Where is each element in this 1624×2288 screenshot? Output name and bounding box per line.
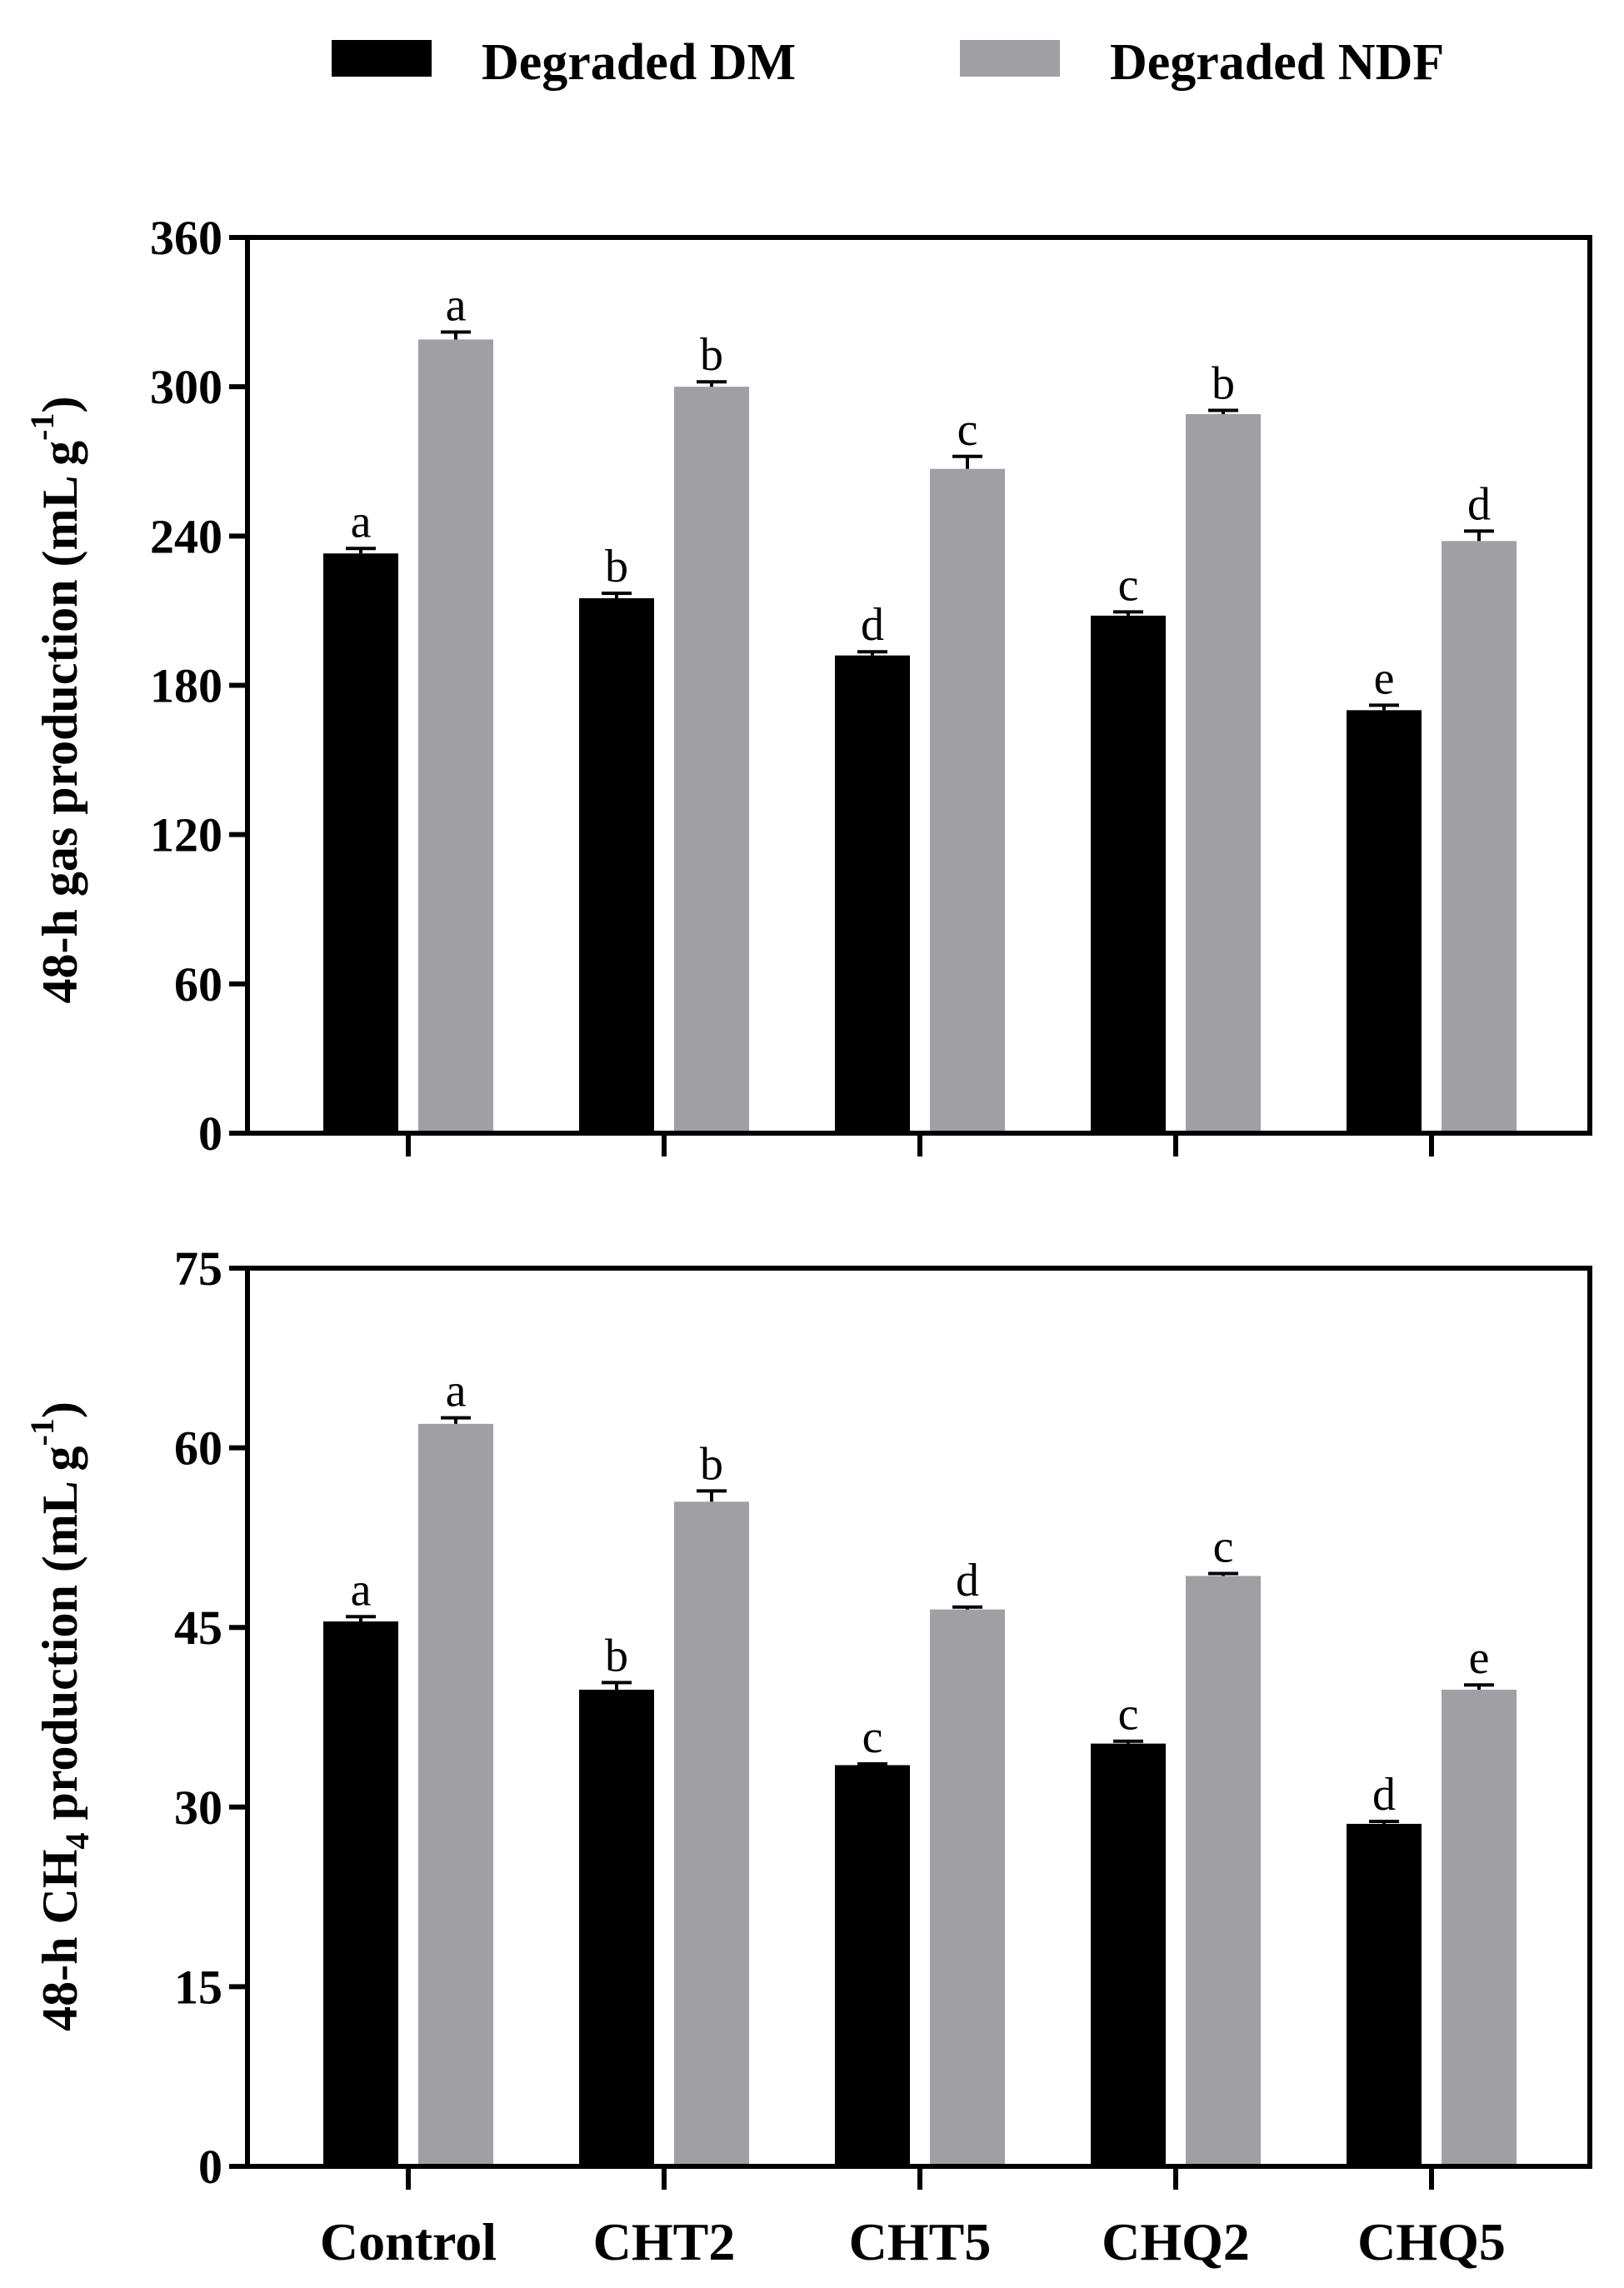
gas-y-tick-label-300: 300 xyxy=(150,360,222,414)
ch4-y-axis-label-main: 48-h CH xyxy=(32,1849,87,2031)
gas-bar-ndf-chq5 xyxy=(1442,541,1517,1133)
ch4-x-tick-label-cht5: CHT5 xyxy=(849,2212,992,2271)
gas-y-axis-label-close: ) xyxy=(32,397,87,413)
gas-y-tick-label-180: 180 xyxy=(150,659,222,713)
ch4-bar-ndf-control xyxy=(418,1423,493,2166)
ch4-significance-letter-0-4: d xyxy=(1372,1769,1396,1821)
ch4-y-tick-label-60: 60 xyxy=(174,1421,222,1476)
ch4-significance-letter-1-4: e xyxy=(1469,1632,1490,1684)
gas-y-tick-label-240: 240 xyxy=(150,509,222,563)
gas-bar-ndf-chq2 xyxy=(1186,414,1261,1133)
gas-y-tick-label-360: 360 xyxy=(150,211,222,265)
gas-y-tick-label-60: 60 xyxy=(174,957,222,1012)
legend-swatch-dm xyxy=(332,40,432,77)
ch4-x-tick-label-control: Control xyxy=(320,2212,497,2271)
ch4-y-tick-label-15: 15 xyxy=(174,1960,222,2014)
ch4-bar-dm-chq5 xyxy=(1347,1823,1422,2166)
ch4-y-tick-label-45: 45 xyxy=(174,1601,222,1655)
ch4-y-axis-label-mid: production (mL g xyxy=(32,1446,87,1832)
gas-bar-dm-chq5 xyxy=(1347,710,1422,1133)
gas-significance-letter-1-4: d xyxy=(1467,478,1491,530)
ch4-production-chart: a b c c d a b d c e 0 15 30 45 60 75 Control CHT2 CHT5 CHQ2… xyxy=(174,1241,1592,2271)
ch4-bar-ndf-chq5 xyxy=(1442,1689,1517,2166)
gas-y-tick-label-120: 120 xyxy=(150,808,222,862)
gas-y-axis-label-sup: -1 xyxy=(23,412,61,440)
ch4-bar-dm-chq2 xyxy=(1091,1743,1166,2166)
gas-significance-letter-1-3: b xyxy=(1212,358,1235,410)
ch4-x-tick-label-chq5: CHQ5 xyxy=(1357,2212,1506,2271)
legend-label-ndf: Degraded NDF xyxy=(1110,34,1444,91)
legend-label-dm: Degraded DM xyxy=(482,34,796,91)
gas-bar-dm-control xyxy=(323,553,398,1133)
ch4-bar-ndf-chq2 xyxy=(1186,1576,1261,2166)
gas-significance-letter-0-1: b xyxy=(605,541,628,592)
ch4-y-tick-label-0: 0 xyxy=(198,2140,222,2194)
gas-bar-dm-cht2 xyxy=(579,597,654,1133)
gas-significance-letter-0-0: a xyxy=(351,496,372,547)
ch4-significance-letter-0-0: a xyxy=(351,1564,372,1616)
legend: Degraded DM Degraded NDF xyxy=(332,34,1444,91)
ch4-y-axis-label-sup: -1 xyxy=(23,1418,61,1446)
gas-bar-ndf-control xyxy=(418,339,493,1133)
gas-y-tick-label-0: 0 xyxy=(198,1107,222,1161)
ch4-x-tick-label-chq2: CHQ2 xyxy=(1102,2212,1250,2271)
ch4-significance-letter-0-1: b xyxy=(605,1630,628,1681)
ch4-significance-letter-1-3: c xyxy=(1213,1521,1234,1573)
ch4-x-tick-label-cht2: CHT2 xyxy=(593,2212,736,2271)
gas-production-chart: a b d c e a b c b d 0 60 120 180 240 300 360 xyxy=(150,211,1592,1161)
ch4-y-tick-label-30: 30 xyxy=(174,1781,222,1835)
ch4-significance-letter-1-2: d xyxy=(956,1555,979,1606)
ch4-significance-letter-0-3: c xyxy=(1118,1689,1139,1741)
legend-swatch-ndf xyxy=(960,40,1060,77)
ch4-significance-letter-1-1: b xyxy=(700,1438,723,1490)
ch4-y-axis-label-close: ) xyxy=(32,1401,87,1418)
gas-bar-ndf-cht2 xyxy=(674,387,749,1134)
gas-significance-letter-0-3: c xyxy=(1118,559,1139,611)
ch4-significance-letter-0-2: c xyxy=(862,1711,883,1763)
ch4-bar-dm-control xyxy=(323,1621,398,2166)
ch4-bar-dm-cht5 xyxy=(835,1765,910,2166)
ch4-y-tick-label-75: 75 xyxy=(174,1241,222,1296)
gas-significance-letter-0-4: e xyxy=(1374,652,1395,704)
gas-bar-ndf-cht5 xyxy=(930,468,1005,1133)
gas-y-axis-label: 48-h gas production (mL g-1) xyxy=(23,397,87,1004)
ch4-y-axis-label: 48-h CH4 production (mL g-1) xyxy=(23,1401,96,2031)
ch4-y-axis-label-sub: 4 xyxy=(58,1832,96,1849)
gas-significance-letter-1-0: a xyxy=(446,279,467,331)
ch4-significance-letter-1-0: a xyxy=(446,1366,467,1417)
gas-significance-letter-1-2: c xyxy=(957,404,978,456)
gas-bar-dm-cht5 xyxy=(835,655,910,1133)
gas-y-axis-label-main: 48-h gas production (mL g xyxy=(32,441,87,1004)
gas-significance-letter-1-1: b xyxy=(700,329,723,381)
ch4-bar-dm-cht2 xyxy=(579,1689,654,2166)
gas-bar-dm-chq2 xyxy=(1091,615,1166,1133)
gas-significance-letter-0-2: d xyxy=(861,599,884,651)
ch4-bar-ndf-cht5 xyxy=(930,1609,1005,2166)
ch4-bar-ndf-cht2 xyxy=(674,1501,749,2166)
